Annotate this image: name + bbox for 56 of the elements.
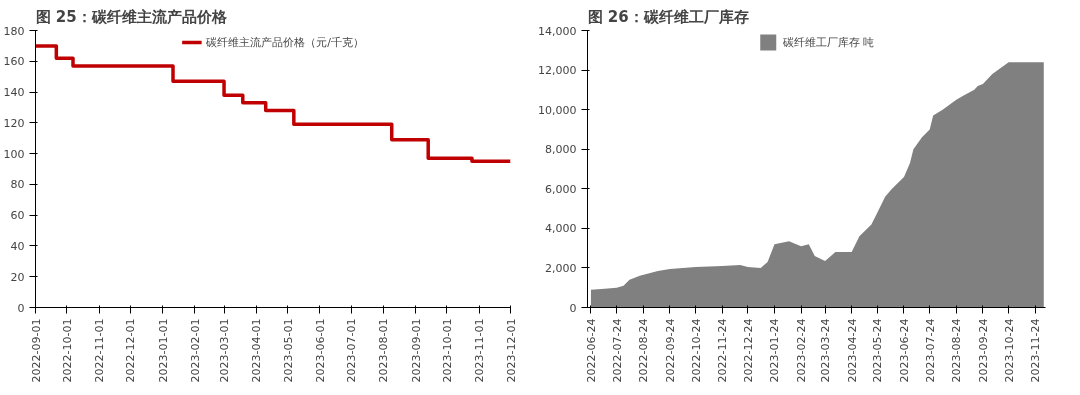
y-tick-label: 60 xyxy=(10,209,25,223)
y-tick-label: 160 xyxy=(3,55,25,69)
x-tick-label: 2023-07-01 xyxy=(345,318,359,383)
x-tick-label: 2023-02-24 xyxy=(795,318,809,383)
x-tick-label: 2023-03-01 xyxy=(218,318,232,383)
x-tick-label: 2023-07-24 xyxy=(923,318,937,383)
chart-title: 图 26：碳纤维工厂库存 xyxy=(587,7,749,26)
x-tick-label: 2022-08-24 xyxy=(637,318,651,383)
x-tick-label: 2023-11-01 xyxy=(473,318,487,383)
x-tick-label: 2023-04-01 xyxy=(250,318,264,383)
x-tick-label: 2022-06-24 xyxy=(584,318,598,383)
legend-label: 碳纤维工厂库存 吨 xyxy=(782,34,875,50)
y-tick-label: 100 xyxy=(3,147,25,161)
x-tick-label: 2022-11-01 xyxy=(93,318,107,383)
y-tick-label: 10,000 xyxy=(538,103,577,117)
x-tick-label: 2022-09-01 xyxy=(29,318,43,383)
y-tick-label: 14,000 xyxy=(538,24,577,38)
x-tick-label: 2023-06-01 xyxy=(313,318,327,383)
y-tick-label: 120 xyxy=(3,116,25,130)
y-tick-label: 2,000 xyxy=(545,261,577,275)
x-tick-label: 2023-08-01 xyxy=(377,318,391,383)
x-tick-label: 2023-09-01 xyxy=(409,318,423,383)
x-tick-label: 2023-04-24 xyxy=(845,318,859,383)
y-tick-label: 6,000 xyxy=(545,182,577,196)
x-tick-label: 2023-10-24 xyxy=(1002,318,1016,383)
x-tick-label: 2023-06-24 xyxy=(897,318,911,383)
y-tick-label: 180 xyxy=(3,24,25,38)
x-tick-label: 2022-09-24 xyxy=(663,318,677,383)
x-tick-label: 2022-11-24 xyxy=(716,318,730,383)
y-tick-label: 20 xyxy=(10,270,25,284)
y-tick-label: 80 xyxy=(10,178,25,192)
x-tick-label: 2023-02-01 xyxy=(188,318,202,383)
x-tick-label: 2022-10-01 xyxy=(60,318,74,383)
x-tick-label: 2023-12-01 xyxy=(504,318,518,383)
x-tick-label: 2023-05-01 xyxy=(281,318,295,383)
x-tick-label: 2023-01-01 xyxy=(156,318,170,383)
x-tick-label: 2022-10-24 xyxy=(689,318,703,383)
x-tick-label: 2023-09-24 xyxy=(976,318,990,383)
y-tick-label: 140 xyxy=(3,86,25,100)
chart-title: 图 25：碳纤维主流产品价格 xyxy=(35,7,228,26)
x-tick-label: 2022-12-24 xyxy=(741,318,755,383)
y-tick-label: 12,000 xyxy=(538,64,577,78)
legend-label: 碳纤维主流产品价格（元/千克） xyxy=(206,34,364,50)
x-tick-label: 2022-07-24 xyxy=(610,318,624,383)
x-tick-label: 2023-03-24 xyxy=(819,318,833,383)
x-tick-label: 2023-08-24 xyxy=(950,318,964,383)
y-tick-label: 8,000 xyxy=(545,143,577,157)
x-tick-label: 2023-10-01 xyxy=(440,318,454,383)
x-tick-label: 2023-05-24 xyxy=(871,318,885,383)
x-tick-label: 2022-12-01 xyxy=(124,318,138,383)
y-tick-label: 40 xyxy=(10,239,25,253)
y-tick-label: 0 xyxy=(17,301,25,315)
x-tick-label: 2023-11-24 xyxy=(1029,318,1043,383)
x-tick-label: 2023-01-24 xyxy=(768,318,782,383)
y-tick-label: 0 xyxy=(569,301,577,315)
y-tick-label: 4,000 xyxy=(545,222,577,236)
